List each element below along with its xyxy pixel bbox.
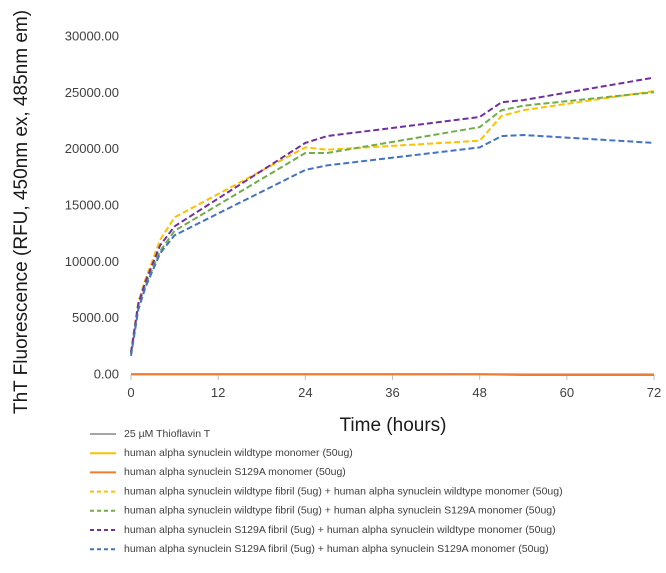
x-tick-label: 12 xyxy=(211,385,225,400)
y-tick-label: 20000.00 xyxy=(65,141,119,156)
x-axis-title: Time (hours) xyxy=(340,415,447,436)
y-tick-label: 25000.00 xyxy=(65,85,119,100)
series-line-human-alpha-synuclein-s129a-fibril-5ug-human-alpha-synuclein-wildtype-monomer-50ug xyxy=(130,76,655,353)
legend-label: 25 µM Thioflavin T xyxy=(124,428,211,440)
y-tick-label: 5000.00 xyxy=(72,310,119,325)
y-tick-label: 15000.00 xyxy=(65,197,119,212)
y-axis-ticks: 0.00 5000.00 10000.00 15000.00 20000.00 25000… xyxy=(65,28,119,381)
legend-label: human alpha synuclein wildtype monomer (… xyxy=(124,447,353,459)
x-tick-label: 24 xyxy=(298,385,312,400)
x-tick-label: 60 xyxy=(560,385,574,400)
series-line-human-alpha-synuclein-s129a-fibril-5ug-human-alpha-synuclein-s129a-monomer-50ug xyxy=(130,134,655,356)
y-tick-label: 30000.00 xyxy=(65,28,119,43)
x-tick-label: 48 xyxy=(472,385,486,400)
x-tick-label: 36 xyxy=(385,385,399,400)
x-tick-label: 0 xyxy=(127,385,134,400)
series-lines xyxy=(130,76,655,376)
legend-label: human alpha synuclein S129A monomer (50u… xyxy=(124,466,346,478)
y-axis-title: ThT Fluorescence (RFU, 450nm ex, 485nm e… xyxy=(11,10,32,414)
series-line-human-alpha-synuclein-wildtype-fibril-5ug-human-alpha-synuclein-s129a-monomer-50ug xyxy=(130,91,655,354)
legend-label: human alpha synuclein wildtype fibril (5… xyxy=(124,485,563,497)
y-tick-label: 10000.00 xyxy=(65,254,119,269)
legend-label: human alpha synuclein S129A fibril (5ug)… xyxy=(124,524,556,536)
x-axis-ticks: 0 12 24 36 48 60 72 xyxy=(127,375,661,400)
legend-label: human alpha synuclein S129A fibril (5ug)… xyxy=(124,543,549,555)
legend: 25 µM Thioflavin T human alpha synuclein … xyxy=(90,428,563,555)
series-line-human-alpha-synuclein-wildtype-fibril-5ug-human-alpha-synuclein-wildtype-monomer-50ug xyxy=(130,90,655,353)
series-line-human-alpha-synuclein-s129a-monomer-50ug xyxy=(131,373,654,376)
y-tick-label: 0.00 xyxy=(94,366,119,381)
x-tick-label: 72 xyxy=(647,385,661,400)
legend-label: human alpha synuclein wildtype fibril (5… xyxy=(124,505,556,517)
